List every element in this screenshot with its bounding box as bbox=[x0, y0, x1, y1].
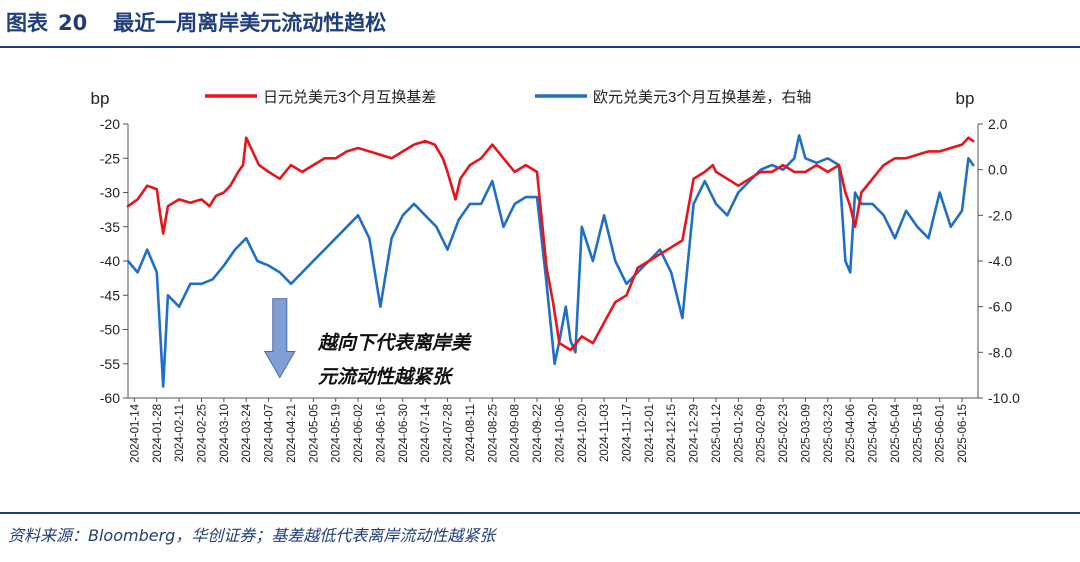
y-right-tick-label: -10.0 bbox=[988, 390, 1020, 406]
y-left-tick-label: -55 bbox=[100, 356, 120, 372]
figure-label: 图表 bbox=[6, 11, 48, 35]
y-left-tick-label: -45 bbox=[100, 287, 120, 303]
x-tick-label: 2024-07-14 bbox=[420, 403, 432, 462]
figure-title: 图表 20 最近一周离岸美元流动性趋松 bbox=[6, 8, 386, 38]
x-tick-label: 2024-01-14 bbox=[129, 403, 141, 462]
annotation-arrow bbox=[263, 298, 296, 379]
y-left-tick-label: -20 bbox=[100, 116, 120, 132]
x-tick-label: 2025-01-12 bbox=[711, 404, 723, 463]
y-right-tick-label: 0.0 bbox=[988, 162, 1008, 178]
x-tick-label: 2025-04-06 bbox=[845, 404, 857, 463]
y-left-tick-label: -35 bbox=[100, 219, 120, 235]
x-tick-label: 2024-10-06 bbox=[554, 404, 566, 463]
jpy-basis-line bbox=[126, 136, 975, 352]
x-tick-label: 2024-03-24 bbox=[241, 403, 253, 462]
x-tick-label: 2024-11-17 bbox=[621, 404, 633, 462]
x-tick-label: 2025-02-09 bbox=[756, 404, 768, 463]
x-tick-label: 2024-06-16 bbox=[375, 404, 387, 463]
x-tick-label: 2024-10-20 bbox=[577, 404, 589, 463]
y-left-tick-label: -25 bbox=[100, 150, 120, 166]
y-right-tick-label: 2.0 bbox=[988, 116, 1008, 132]
x-tick-label: 2025-05-18 bbox=[912, 404, 924, 463]
x-tick-label: 2024-12-29 bbox=[689, 404, 701, 463]
x-tick-label: 2024-09-22 bbox=[532, 404, 544, 463]
legend-label: 日元兑美元3个月互换基差 bbox=[263, 89, 436, 106]
x-tick-label: 2025-02-23 bbox=[778, 404, 790, 463]
basis-swap-chart: bp bp -20 -25 -30 -35 -40 -45 -50 -55 -60 2.0 0.0 -2.… bbox=[91, 89, 1021, 463]
y-right-tick-label: -2.0 bbox=[988, 207, 1012, 223]
x-tick-label: 2024-08-25 bbox=[487, 404, 499, 463]
x-tick-label: 2024-02-25 bbox=[196, 404, 208, 463]
x-tick-label: 2024-05-19 bbox=[331, 404, 343, 463]
x-tick-label: 2024-04-07 bbox=[264, 404, 276, 463]
x-tick-label: 2025-03-23 bbox=[823, 404, 835, 463]
x-tick-label: 2024-12-15 bbox=[666, 404, 678, 463]
y-right-tick-label: -6.0 bbox=[988, 299, 1012, 315]
y-left-tick-label: -60 bbox=[100, 390, 120, 406]
eur-basis-line bbox=[126, 134, 975, 388]
x-tick-label: 2025-06-01 bbox=[935, 404, 947, 463]
x-tick-label: 2024-05-05 bbox=[308, 404, 320, 463]
x-tick-label: 2024-01-28 bbox=[152, 404, 164, 463]
annotation-line-1: 越向下代表离岸美 bbox=[317, 332, 472, 354]
x-tick-label: 2025-05-04 bbox=[890, 403, 902, 462]
x-tick-label: 2024-11-03 bbox=[599, 404, 611, 462]
figure-title-text: 最近一周离岸美元流动性趋松 bbox=[113, 11, 387, 35]
x-tick-label: 2024-07-28 bbox=[443, 404, 455, 463]
x-tick-label: 2024-02-11 bbox=[174, 404, 186, 462]
figure-number: 20 bbox=[58, 11, 88, 35]
x-tick-label: 2024-06-02 bbox=[353, 404, 365, 463]
x-tick-label: 2025-01-26 bbox=[733, 404, 745, 463]
y-left-tick-label: -30 bbox=[100, 185, 120, 201]
x-tick-label: 2024-12-01 bbox=[644, 404, 656, 463]
x-tick-label: 2024-04-21 bbox=[286, 404, 298, 463]
annotation-line-2: 元流动性越紧张 bbox=[318, 366, 454, 388]
x-tick-label: 2025-06-15 bbox=[957, 404, 969, 463]
x-tick-label: 2024-08-11 bbox=[465, 404, 477, 462]
x-tick-label: 2024-09-08 bbox=[510, 404, 522, 463]
y-left-tick-label: -40 bbox=[100, 253, 120, 269]
x-tick-label: 2024-03-10 bbox=[219, 404, 231, 463]
y-right-tick-label: -4.0 bbox=[988, 253, 1012, 269]
source-note: 资料来源：Bloomberg，华创证券；基差越低代表离岸流动性越紧张 bbox=[8, 526, 496, 545]
legend-label: 欧元兑美元3个月互换基差，右轴 bbox=[593, 89, 811, 106]
footer-rule bbox=[0, 512, 1080, 514]
y-left-unit: bp bbox=[91, 89, 110, 108]
x-tick-label: 2025-04-20 bbox=[868, 404, 880, 463]
x-tick-label: 2024-06-30 bbox=[398, 404, 410, 463]
y-left-tick-label: -50 bbox=[100, 322, 120, 338]
header-rule bbox=[0, 46, 1080, 48]
x-tick-label: 2025-03-09 bbox=[800, 404, 812, 463]
y-right-tick-label: -8.0 bbox=[988, 344, 1012, 360]
y-right-unit: bp bbox=[956, 89, 975, 108]
